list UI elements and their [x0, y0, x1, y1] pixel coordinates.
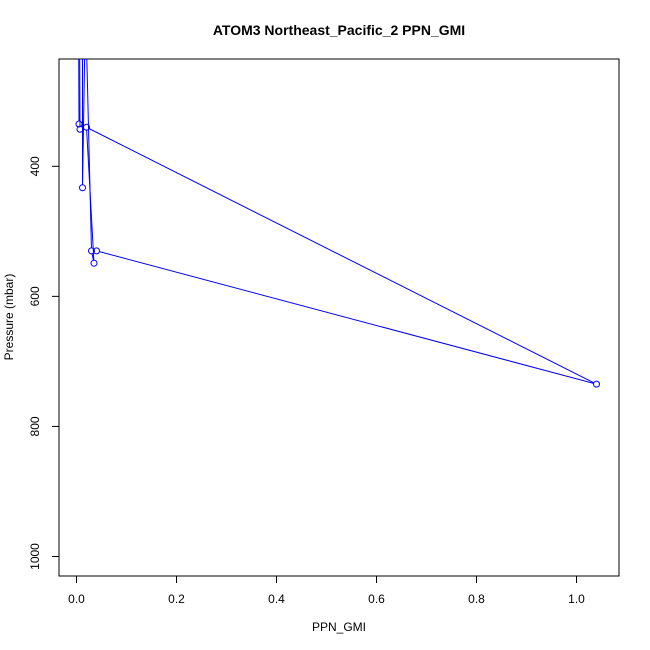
- data-point: [76, 125, 84, 133]
- x-tick-label: 0.2: [168, 592, 185, 606]
- x-axis: 0.0 0.2 0.4 0.6 0.8 1.0: [68, 575, 585, 606]
- data-point: [88, 247, 95, 255]
- y-tick-label: 1000: [28, 543, 42, 570]
- y-tick-label: 800: [28, 416, 42, 436]
- data-point: [90, 259, 98, 267]
- y-axis-label: Pressure (mbar): [2, 274, 16, 361]
- x-tick-label: 0.6: [368, 592, 385, 606]
- data-point: [75, 120, 83, 128]
- chart-title: ATOM3 Northeast_Pacific_2 PPN_GMI: [213, 22, 465, 38]
- data-point: [93, 247, 100, 255]
- x-tick-label: 0.8: [468, 592, 485, 606]
- y-tick-label: 400: [28, 156, 42, 176]
- series-line-segment: [86, 130, 95, 261]
- x-axis-label: PPN_GMI: [312, 620, 366, 634]
- data-point: [83, 123, 90, 131]
- series-line-segment: [91, 253, 94, 261]
- series-line-segment: [99, 251, 594, 384]
- y-axis: 400 600 800 1000: [28, 156, 60, 570]
- x-tick-label: 0.0: [68, 592, 85, 606]
- series-layer: [75, 59, 600, 388]
- series-line-segment: [82, 59, 86, 185]
- x-tick-label: 0.4: [268, 592, 285, 606]
- series-line-segment: [88, 128, 595, 384]
- data-point: [593, 380, 600, 388]
- y-tick-label: 600: [28, 286, 42, 306]
- x-tick-label: 1.0: [568, 592, 585, 606]
- data-point: [79, 184, 86, 192]
